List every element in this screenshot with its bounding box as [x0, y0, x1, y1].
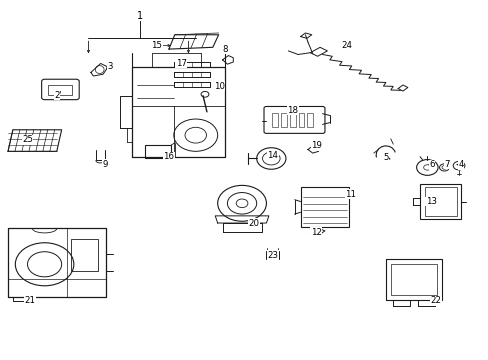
Text: 25: 25	[22, 135, 33, 144]
Bar	[266, 251, 278, 259]
Text: 23: 23	[267, 251, 278, 260]
Text: 8: 8	[222, 45, 227, 54]
Text: 1: 1	[136, 11, 142, 21]
Text: 5: 5	[383, 153, 388, 162]
Bar	[289, 113, 295, 127]
Bar	[71, 239, 98, 271]
Text: 3: 3	[107, 62, 113, 71]
Text: 2: 2	[54, 91, 60, 100]
Text: 7: 7	[444, 160, 449, 169]
Text: 13: 13	[425, 197, 436, 206]
Bar	[419, 184, 461, 220]
Text: 22: 22	[430, 296, 441, 305]
Text: 24: 24	[341, 41, 352, 50]
Bar	[298, 113, 304, 127]
Text: 11: 11	[345, 190, 356, 199]
Text: 4: 4	[457, 160, 463, 169]
Text: 20: 20	[248, 219, 259, 228]
Text: 18: 18	[286, 105, 298, 114]
Text: 10: 10	[213, 82, 224, 91]
Bar	[48, 85, 72, 95]
Bar	[390, 264, 436, 295]
Text: 16: 16	[163, 152, 174, 161]
Text: 15: 15	[151, 41, 162, 50]
Bar	[307, 113, 313, 127]
Bar	[281, 113, 286, 127]
Text: 17: 17	[175, 59, 186, 68]
Text: 6: 6	[428, 160, 434, 169]
Bar	[424, 187, 456, 216]
Text: 19: 19	[310, 141, 322, 150]
Bar	[300, 187, 348, 226]
Text: 12: 12	[310, 228, 321, 237]
Bar	[144, 145, 171, 158]
Text: 21: 21	[24, 296, 35, 305]
Bar	[272, 113, 278, 127]
Text: 9: 9	[102, 160, 108, 169]
Text: 14: 14	[267, 152, 278, 161]
